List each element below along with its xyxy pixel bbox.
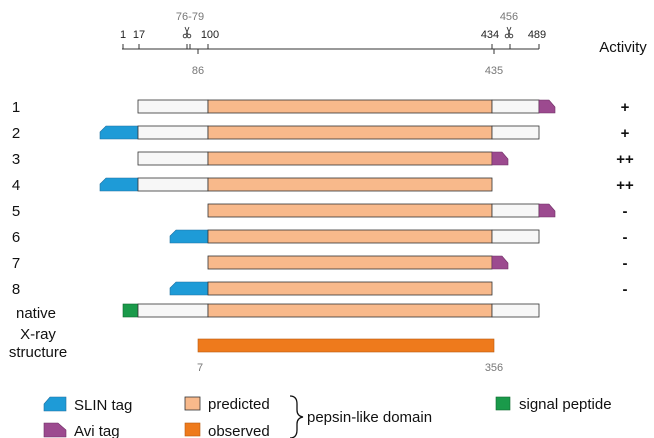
- slin-tag: [169, 281, 209, 296]
- avi-tag: [491, 255, 509, 270]
- avi-tag-swatch: [43, 422, 67, 438]
- construct-row-1: 1 +: [12, 99, 630, 116]
- slin-tag: [99, 177, 139, 192]
- unstructured-region: [137, 125, 209, 140]
- slin-tag-swatch: [43, 396, 67, 412]
- scale-label-cleavage-1: 76-79: [176, 11, 204, 23]
- xray-label-line1: X-ray: [20, 326, 56, 343]
- scale-tick-label-1: 1: [120, 29, 126, 41]
- scissors-icon: [504, 26, 514, 39]
- observed-domain: [197, 338, 495, 353]
- construct-row-3: 3 ++: [12, 151, 634, 168]
- scale-label-cleavage-2: 456: [500, 11, 518, 23]
- unstructured-region: [137, 303, 209, 318]
- unstructured-region: [491, 203, 540, 218]
- construct-label: 2: [12, 125, 20, 142]
- construct-row-6: 6 -: [12, 229, 628, 246]
- slin-tag: [169, 229, 209, 244]
- activity-value: -: [623, 281, 628, 298]
- activity-value: -: [623, 203, 628, 220]
- xray-start-label: 7: [197, 362, 203, 374]
- construct-row-7: 7 -: [12, 255, 628, 272]
- predicted-domain: [207, 303, 493, 318]
- activity-header: Activity: [599, 39, 647, 56]
- activity-value: -: [623, 255, 628, 272]
- predicted-domain: [207, 125, 493, 140]
- activity-value: +: [621, 125, 630, 142]
- legend-slin-label: SLIN tag: [74, 397, 132, 414]
- signal-peptide-swatch: [495, 396, 511, 411]
- unstructured-region: [137, 99, 209, 114]
- slin-tag: [99, 125, 139, 140]
- residue-scale: 76-79 456 1 17 100 434 489 86: [120, 11, 647, 77]
- scale-tick-label-17: 17: [133, 29, 145, 41]
- xray-end-label: 356: [485, 362, 503, 374]
- activity-value: ++: [616, 151, 634, 168]
- legend-predicted-label: predicted: [208, 396, 270, 413]
- unstructured-region: [491, 229, 540, 244]
- construct-row-2: 2 +: [12, 125, 630, 142]
- activity-value: +: [621, 99, 630, 116]
- legend-observed-label: observed: [208, 423, 270, 438]
- activity-value: ++: [616, 177, 634, 194]
- signal-peptide: [122, 303, 139, 318]
- predicted-domain: [207, 99, 493, 114]
- scale-tick-label-434: 434: [481, 29, 499, 41]
- scale-label-86: 86: [192, 65, 204, 77]
- legend-signal-label: signal peptide: [519, 396, 612, 413]
- unstructured-region: [491, 99, 540, 114]
- avi-tag: [491, 151, 509, 166]
- construct-row-5: 5 -: [12, 203, 628, 220]
- construct-label: 4: [12, 177, 20, 194]
- construct-row-4: 4 ++: [12, 177, 634, 194]
- avi-tag: [538, 99, 556, 114]
- scale-label-435: 435: [485, 65, 503, 77]
- predicted-domain: [207, 177, 493, 192]
- observed-swatch: [184, 422, 201, 437]
- scale-tick-label-100: 100: [201, 29, 219, 41]
- construct-label: 3: [12, 151, 20, 168]
- predicted-domain: [207, 255, 493, 270]
- xray-structure-row: X-ray structure 7 356: [9, 326, 503, 374]
- legend-avi-label: Avi tag: [74, 423, 120, 438]
- legend-domain-label: pepsin-like domain: [307, 409, 432, 426]
- predicted-swatch: [184, 396, 201, 411]
- construct-label: 6: [12, 229, 20, 246]
- predicted-domain: [207, 151, 493, 166]
- avi-tag: [538, 203, 556, 218]
- activity-value: -: [623, 229, 628, 246]
- curly-brace-icon: [289, 395, 304, 438]
- construct-row-native: native: [16, 303, 540, 322]
- unstructured-region: [137, 177, 209, 192]
- construct-label: 1: [12, 99, 20, 116]
- xray-label-line2: structure: [9, 344, 67, 361]
- unstructured-region: [491, 303, 540, 318]
- predicted-domain: [207, 281, 493, 296]
- unstructured-region: [137, 151, 209, 166]
- scale-tick-label-489: 489: [528, 29, 546, 41]
- scissors-icon: [182, 26, 192, 39]
- legend: SLIN tag Avi tag predicted observed peps…: [43, 395, 612, 438]
- predicted-domain: [207, 229, 493, 244]
- construct-label: native: [16, 305, 56, 322]
- predicted-domain: [207, 203, 493, 218]
- construct-row-8: 8 -: [12, 281, 628, 298]
- construct-label: 5: [12, 203, 20, 220]
- construct-label: 8: [12, 281, 20, 298]
- unstructured-region: [491, 125, 540, 140]
- construct-label: 7: [12, 255, 20, 272]
